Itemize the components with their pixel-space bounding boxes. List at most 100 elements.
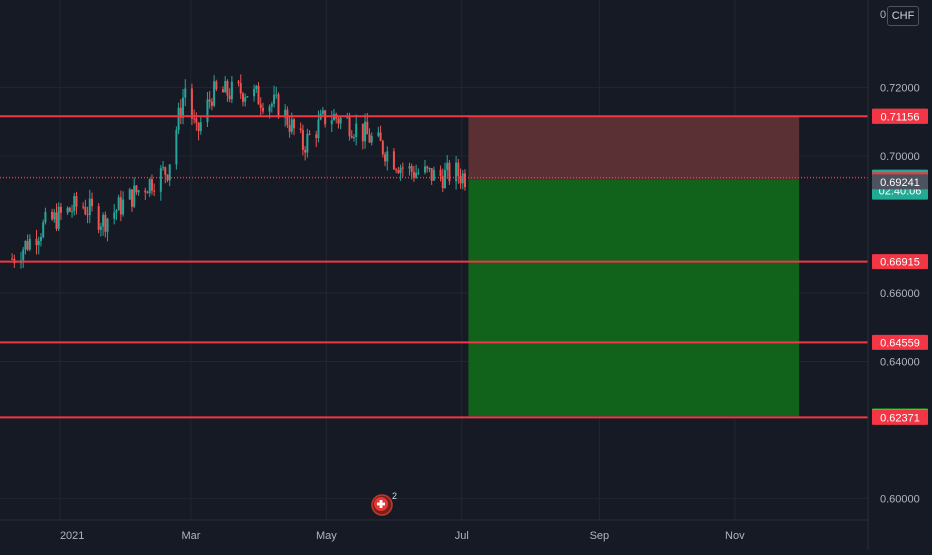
candle-body bbox=[246, 96, 249, 98]
level-price-label-bg bbox=[872, 334, 928, 350]
candle-body bbox=[162, 167, 165, 169]
candle-body bbox=[99, 226, 102, 230]
candle-body bbox=[459, 176, 462, 184]
candle-body bbox=[88, 198, 91, 215]
grid bbox=[0, 0, 868, 520]
candle-body bbox=[366, 121, 369, 135]
candle-body bbox=[315, 134, 318, 139]
price-tick-label: 0.60000 bbox=[880, 494, 920, 506]
candle-body bbox=[410, 166, 413, 172]
candle-body bbox=[57, 206, 60, 229]
candle-body bbox=[428, 168, 431, 170]
price-tick-label: 0.72000 bbox=[880, 82, 920, 94]
candle-body bbox=[384, 154, 387, 162]
candle-body bbox=[412, 171, 415, 178]
secondary-price-label: 0.69241 bbox=[880, 177, 920, 189]
price-labels: 0.711570.711560.6936802:40:060.693050.69… bbox=[872, 108, 928, 425]
time-tick-label: Mar bbox=[181, 530, 200, 542]
candle-body bbox=[339, 117, 342, 124]
candle-body bbox=[113, 212, 116, 219]
level-price-label: 0.64559 bbox=[880, 337, 920, 349]
candle-body bbox=[277, 94, 280, 118]
candle-body bbox=[290, 119, 293, 132]
candle-body bbox=[210, 101, 213, 106]
price-tick-label-partial: 0. bbox=[880, 9, 889, 21]
candle-body bbox=[97, 206, 100, 230]
candle-body bbox=[286, 109, 289, 126]
time-tick-label: Sep bbox=[590, 530, 610, 542]
candle-body bbox=[288, 125, 291, 132]
candle-body bbox=[137, 190, 140, 193]
candle-body bbox=[117, 197, 120, 211]
candle-body bbox=[213, 81, 216, 106]
candle-body bbox=[193, 118, 196, 120]
candle-body bbox=[284, 109, 287, 118]
candle-body bbox=[350, 136, 353, 138]
time-axis[interactable]: 2021 Mar May Jul Sep Nov bbox=[0, 519, 868, 542]
candle-body bbox=[317, 119, 320, 139]
currency-selector[interactable]: CHF bbox=[887, 6, 919, 26]
candle-body bbox=[408, 166, 411, 169]
candle-body bbox=[261, 107, 264, 112]
secondary-price-label-bg bbox=[872, 174, 928, 190]
candle-body bbox=[11, 258, 14, 260]
candle-body bbox=[206, 99, 209, 123]
level-price-label-bg bbox=[872, 409, 928, 425]
time-tick-label: Jul bbox=[455, 530, 469, 542]
candle-body bbox=[119, 197, 122, 215]
candle-body bbox=[244, 97, 247, 102]
stop-loss-zone bbox=[468, 116, 800, 180]
event-badge[interactable]: 2 bbox=[371, 491, 397, 516]
candle-body bbox=[259, 104, 262, 108]
candle-body bbox=[128, 189, 131, 200]
candle-body bbox=[364, 121, 367, 142]
candle-body bbox=[386, 151, 389, 162]
price-axis[interactable]: 0.60000 0.64000 0.66000 0.70000 0.72000 0. bbox=[867, 0, 920, 550]
candle-body bbox=[221, 89, 224, 93]
candle-body bbox=[324, 110, 327, 125]
candle-body bbox=[399, 167, 402, 174]
candle-body bbox=[337, 118, 340, 124]
candle-body bbox=[273, 94, 276, 104]
candle-body bbox=[208, 99, 211, 102]
candle-body bbox=[424, 166, 427, 173]
candle-body bbox=[106, 218, 109, 232]
candle-body bbox=[348, 117, 351, 137]
candle-body bbox=[75, 196, 78, 207]
level-price-label: 0.71156 bbox=[881, 111, 920, 123]
candle-body bbox=[306, 133, 309, 153]
candle-body bbox=[304, 149, 307, 153]
candle-body bbox=[230, 81, 233, 100]
candle-body bbox=[24, 240, 27, 250]
candle-body bbox=[430, 168, 433, 181]
candle-body bbox=[401, 167, 404, 169]
candle-body bbox=[179, 107, 182, 118]
candle-body bbox=[321, 110, 324, 114]
candle-body bbox=[455, 162, 458, 182]
candle-body bbox=[255, 85, 258, 89]
level-price-label-bg bbox=[872, 108, 928, 124]
candle-body bbox=[166, 174, 169, 181]
candle-body bbox=[253, 88, 256, 97]
candle-body bbox=[257, 85, 260, 105]
candle-body bbox=[379, 132, 382, 141]
candle-body bbox=[446, 162, 449, 171]
candle-body bbox=[184, 88, 187, 98]
candle-body bbox=[197, 122, 200, 132]
candle-body bbox=[175, 130, 178, 165]
level-price-label: 0.62371 bbox=[880, 412, 920, 424]
candle-body bbox=[226, 81, 229, 96]
candle-body bbox=[68, 207, 71, 212]
candle-body bbox=[53, 212, 56, 220]
time-tick-label: Nov bbox=[725, 530, 745, 542]
candle-body bbox=[215, 81, 218, 90]
candle-body bbox=[168, 164, 171, 181]
candle-body bbox=[153, 190, 156, 192]
candle-body bbox=[270, 103, 273, 107]
candle-body bbox=[301, 130, 304, 150]
horizontal-levels[interactable] bbox=[0, 115, 868, 419]
candle-body bbox=[37, 241, 40, 246]
candle-body bbox=[426, 166, 429, 169]
